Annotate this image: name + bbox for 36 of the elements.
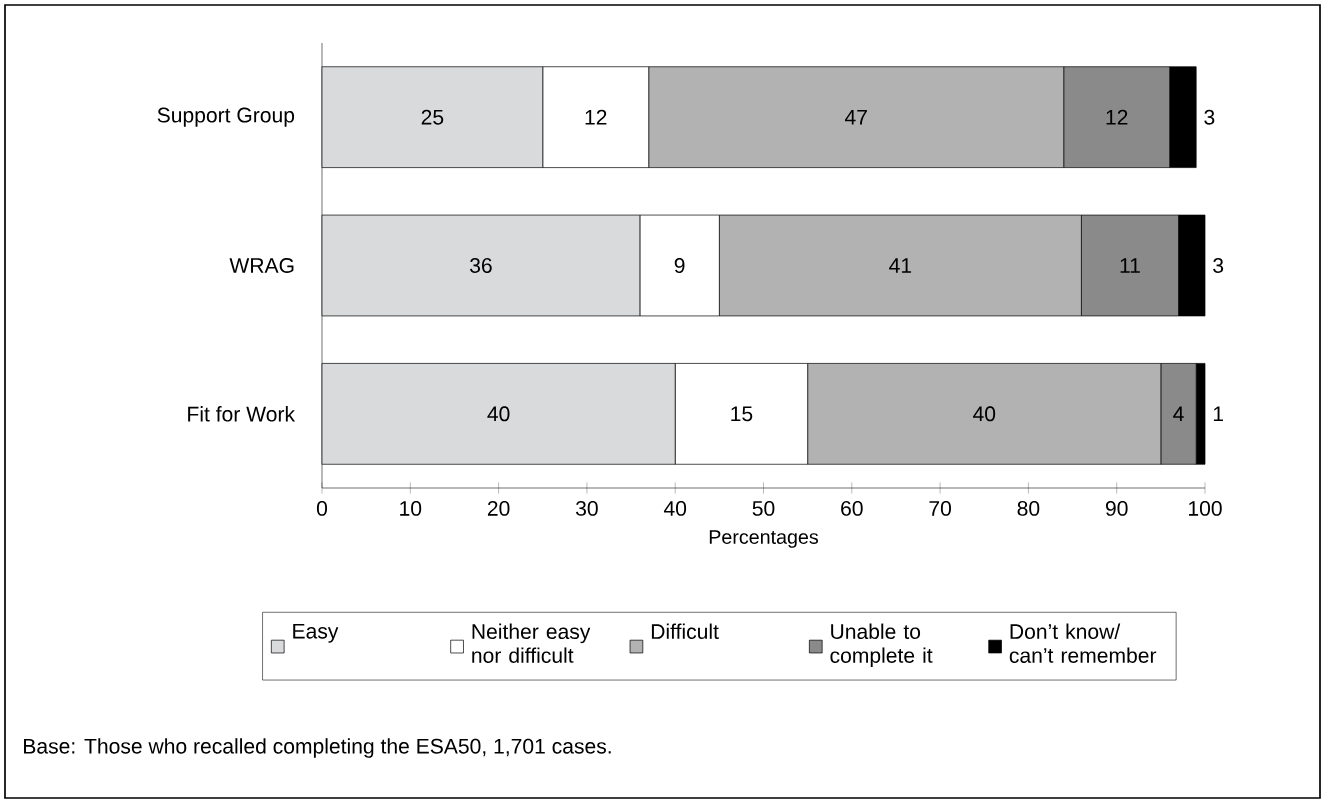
x-tick-label: 30 [575, 500, 598, 516]
y-tick-label: WRAG [229, 258, 294, 273]
x-tick-label: 40 [663, 500, 687, 516]
legend-label: Don’t know/ can’t remember [1009, 623, 1157, 663]
data-label: 3 [1204, 109, 1215, 125]
y-tick-label: Support Group [157, 107, 295, 127]
data-label: 36 [470, 258, 492, 273]
x-tick-label: 50 [752, 500, 775, 516]
x-tick-label: 60 [841, 500, 863, 516]
legend-label: Unable to complete it [830, 623, 933, 668]
legend-label: Neither easy nor difficult [472, 623, 591, 663]
x-tick-label: 10 [400, 500, 422, 516]
y-tick-label: Fit for Work [188, 406, 296, 422]
text: Difficult [651, 623, 719, 640]
data-label: 12 [585, 109, 607, 125]
text: Base: Those who recalled completing the ESA50, 1,701 cases. [24, 738, 611, 758]
data-label: 4 [1173, 406, 1184, 422]
x-tick-label: 100 [1189, 500, 1222, 516]
data-label: 15 [731, 406, 753, 422]
data-label: 12 [1106, 109, 1128, 125]
x-tick-label: 0 [316, 500, 328, 516]
x-tick-label: 90 [1105, 500, 1128, 516]
data-label: 1 [1213, 406, 1224, 422]
data-label: 3 [1213, 258, 1224, 273]
data-label: 40 [487, 406, 510, 422]
data-label: 9 [674, 258, 685, 273]
data-label: 40 [973, 406, 996, 422]
data-label: 47 [844, 109, 867, 125]
data-label: 25 [421, 109, 444, 125]
data-label: 11 [1120, 258, 1140, 273]
x-axis-title: Percentages [709, 530, 819, 548]
x-tick-label: 80 [1017, 500, 1040, 516]
x-tick-label: 20 [487, 500, 510, 516]
legend-label: Easy [293, 623, 339, 643]
data-label: 41 [889, 258, 912, 273]
x-tick-label: 70 [929, 500, 951, 516]
